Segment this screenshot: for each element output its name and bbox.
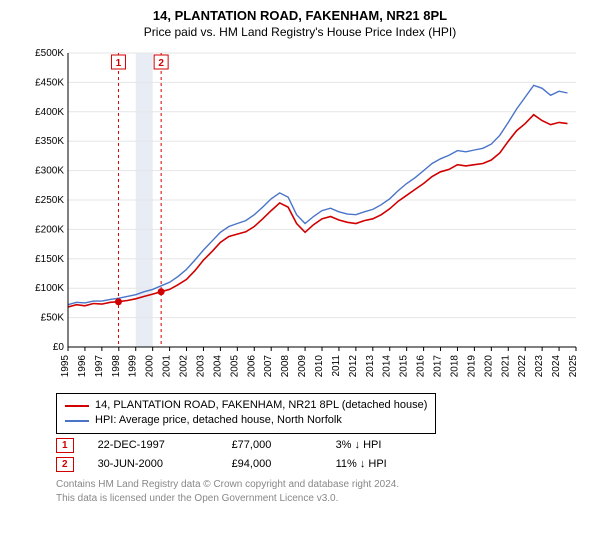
svg-text:2003: 2003 [195,355,206,378]
marker-table: 1 22-DEC-1997 £77,000 3% ↓ HPI 2 30-JUN-2000 £… [56,438,588,472]
svg-text:2014: 2014 [382,355,393,378]
marker-diff: 11% ↓ HPI [336,458,387,470]
copyright: Contains HM Land Registry data © Crown c… [56,478,588,506]
svg-text:2008: 2008 [280,355,291,378]
svg-text:£200K: £200K [35,224,64,235]
marker-price: £77,000 [232,439,312,451]
svg-text:£450K: £450K [35,77,64,88]
chart-subtitle: Price paid vs. HM Land Registry's House … [12,25,588,39]
svg-text:1: 1 [116,58,122,69]
chart-container: 14, PLANTATION ROAD, FAKENHAM, NR21 8PL … [0,0,600,514]
svg-text:2017: 2017 [433,355,444,378]
svg-text:£300K: £300K [35,166,64,177]
svg-text:2: 2 [158,58,164,69]
legend-item: HPI: Average price, detached house, Nort… [65,413,427,428]
marker-badge: 2 [56,457,74,472]
svg-text:2023: 2023 [534,355,545,378]
svg-text:2025: 2025 [568,355,579,378]
svg-text:2018: 2018 [449,355,460,378]
svg-text:£100K: £100K [35,283,64,294]
svg-text:2001: 2001 [162,355,173,378]
svg-text:2021: 2021 [500,355,511,378]
marker-price: £94,000 [232,458,312,470]
svg-text:2004: 2004 [212,355,223,378]
svg-text:1999: 1999 [128,355,139,378]
copyright-line2: This data is licensed under the Open Gov… [56,492,588,506]
legend-swatch [65,420,89,422]
svg-text:1996: 1996 [77,355,88,378]
svg-text:2020: 2020 [483,355,494,378]
svg-text:£350K: £350K [35,136,64,147]
legend-swatch [65,405,89,407]
marker-row: 2 30-JUN-2000 £94,000 11% ↓ HPI [56,457,588,472]
svg-text:1997: 1997 [94,355,105,378]
svg-text:£150K: £150K [35,254,64,265]
svg-text:2002: 2002 [179,355,190,378]
svg-text:2015: 2015 [399,355,410,378]
legend-box: 14, PLANTATION ROAD, FAKENHAM, NR21 8PL … [56,393,436,434]
line-chart: £0 £50K £100K £150K £200K £250K £300K £350K £400… [22,47,582,387]
marker-row: 1 22-DEC-1997 £77,000 3% ↓ HPI [56,438,588,453]
svg-text:2010: 2010 [314,355,325,378]
chart-title: 14, PLANTATION ROAD, FAKENHAM, NR21 8PL [12,8,588,23]
svg-text:2009: 2009 [297,355,308,378]
svg-text:1998: 1998 [111,355,122,378]
svg-text:2012: 2012 [348,355,359,378]
copyright-line1: Contains HM Land Registry data © Crown c… [56,478,588,492]
svg-text:2022: 2022 [517,355,528,378]
marker-date: 22-DEC-1997 [98,439,208,451]
svg-text:£50K: £50K [41,313,65,324]
svg-text:2000: 2000 [145,355,156,378]
legend-label: HPI: Average price, detached house, Nort… [95,413,342,428]
svg-text:£250K: £250K [35,195,64,206]
svg-text:1995: 1995 [60,355,71,378]
chart-area: £0 £50K £100K £150K £200K £250K £300K £350K £400… [22,47,582,387]
svg-text:2019: 2019 [466,355,477,378]
svg-text:2005: 2005 [229,355,240,378]
marker-date: 30-JUN-2000 [98,458,208,470]
marker-diff: 3% ↓ HPI [336,439,382,451]
svg-text:2016: 2016 [416,355,427,378]
svg-text:2006: 2006 [246,355,257,378]
svg-text:2024: 2024 [551,355,562,378]
svg-text:2013: 2013 [365,355,376,378]
svg-text:£0: £0 [53,342,65,353]
legend-label: 14, PLANTATION ROAD, FAKENHAM, NR21 8PL … [95,398,427,413]
legend-item: 14, PLANTATION ROAD, FAKENHAM, NR21 8PL … [65,398,427,413]
svg-text:£500K: £500K [35,48,64,59]
svg-text:2007: 2007 [263,355,274,378]
svg-text:£400K: £400K [35,107,64,118]
marker-badge: 1 [56,438,74,453]
svg-text:2011: 2011 [331,355,342,377]
